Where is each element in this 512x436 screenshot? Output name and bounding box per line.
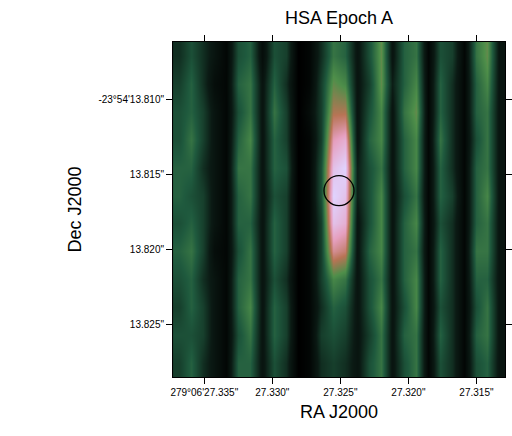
svg-text:13.820": 13.820" — [130, 244, 165, 255]
svg-text:27.315": 27.315" — [459, 387, 494, 398]
svg-text:Dec J2000: Dec J2000 — [65, 166, 85, 252]
svg-text:13.815": 13.815" — [130, 169, 165, 180]
svg-text:RA J2000: RA J2000 — [300, 402, 378, 422]
svg-text:27.325": 27.325" — [323, 387, 358, 398]
svg-text:-23°54'13.810": -23°54'13.810" — [98, 94, 164, 105]
svg-text:27.330": 27.330" — [255, 387, 290, 398]
svg-text:HSA Epoch A: HSA Epoch A — [285, 8, 393, 28]
svg-text:13.825": 13.825" — [130, 319, 165, 330]
svg-text:279°06'27.335": 279°06'27.335" — [170, 387, 238, 398]
svg-text:27.320": 27.320" — [391, 387, 426, 398]
